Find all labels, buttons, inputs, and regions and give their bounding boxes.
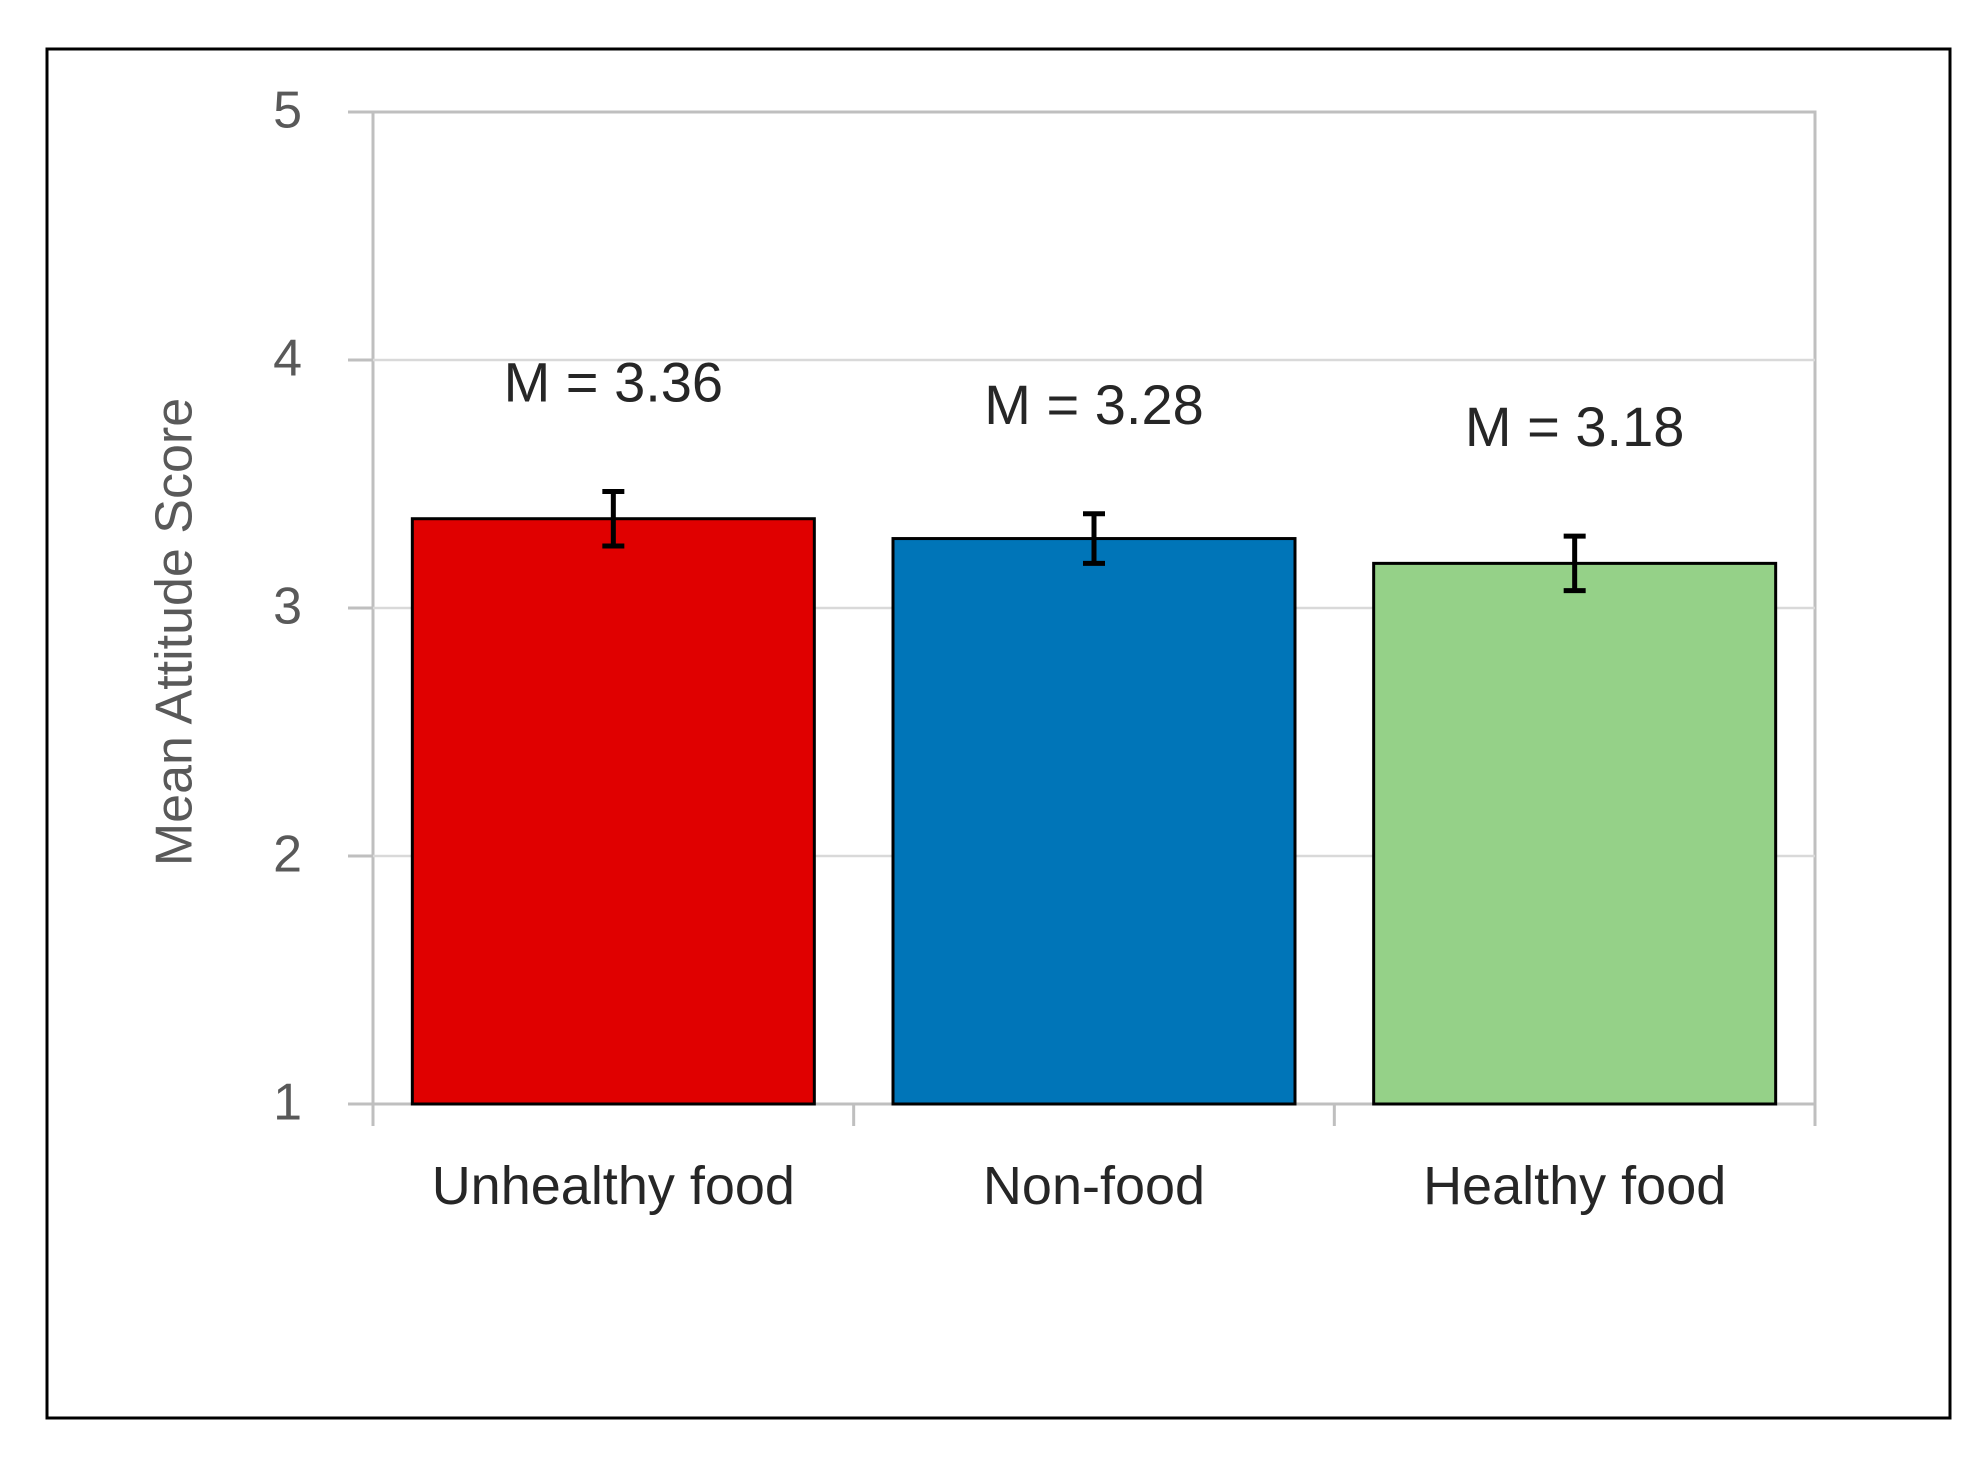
y-tick-label: 3: [273, 578, 302, 636]
bar: [891, 537, 1297, 1106]
y-tick-label: 1: [273, 1074, 302, 1132]
bars-layer: [410, 488, 1778, 1106]
labels-layer: M = 3.36 Unhealthy food M = 3.28 Non-food M …: [432, 350, 1727, 1216]
bar: [1372, 561, 1778, 1106]
bar: [410, 517, 816, 1106]
data-label: M = 3.36: [504, 350, 723, 413]
x-category-label: Non-food: [983, 1156, 1205, 1216]
y-tick-label: 4: [273, 330, 302, 388]
y-tick-label: 2: [273, 826, 302, 884]
y-tick-label: 5: [273, 82, 302, 140]
x-category-label: Unhealthy food: [432, 1156, 795, 1216]
axis-layer: 1 2 3 4 5: [273, 82, 1817, 1132]
y-axis-title: Mean Attitude Score: [146, 398, 204, 866]
data-label: M = 3.28: [984, 373, 1203, 436]
data-label: M = 3.18: [1465, 395, 1684, 458]
x-category-label: Healthy food: [1423, 1156, 1726, 1216]
